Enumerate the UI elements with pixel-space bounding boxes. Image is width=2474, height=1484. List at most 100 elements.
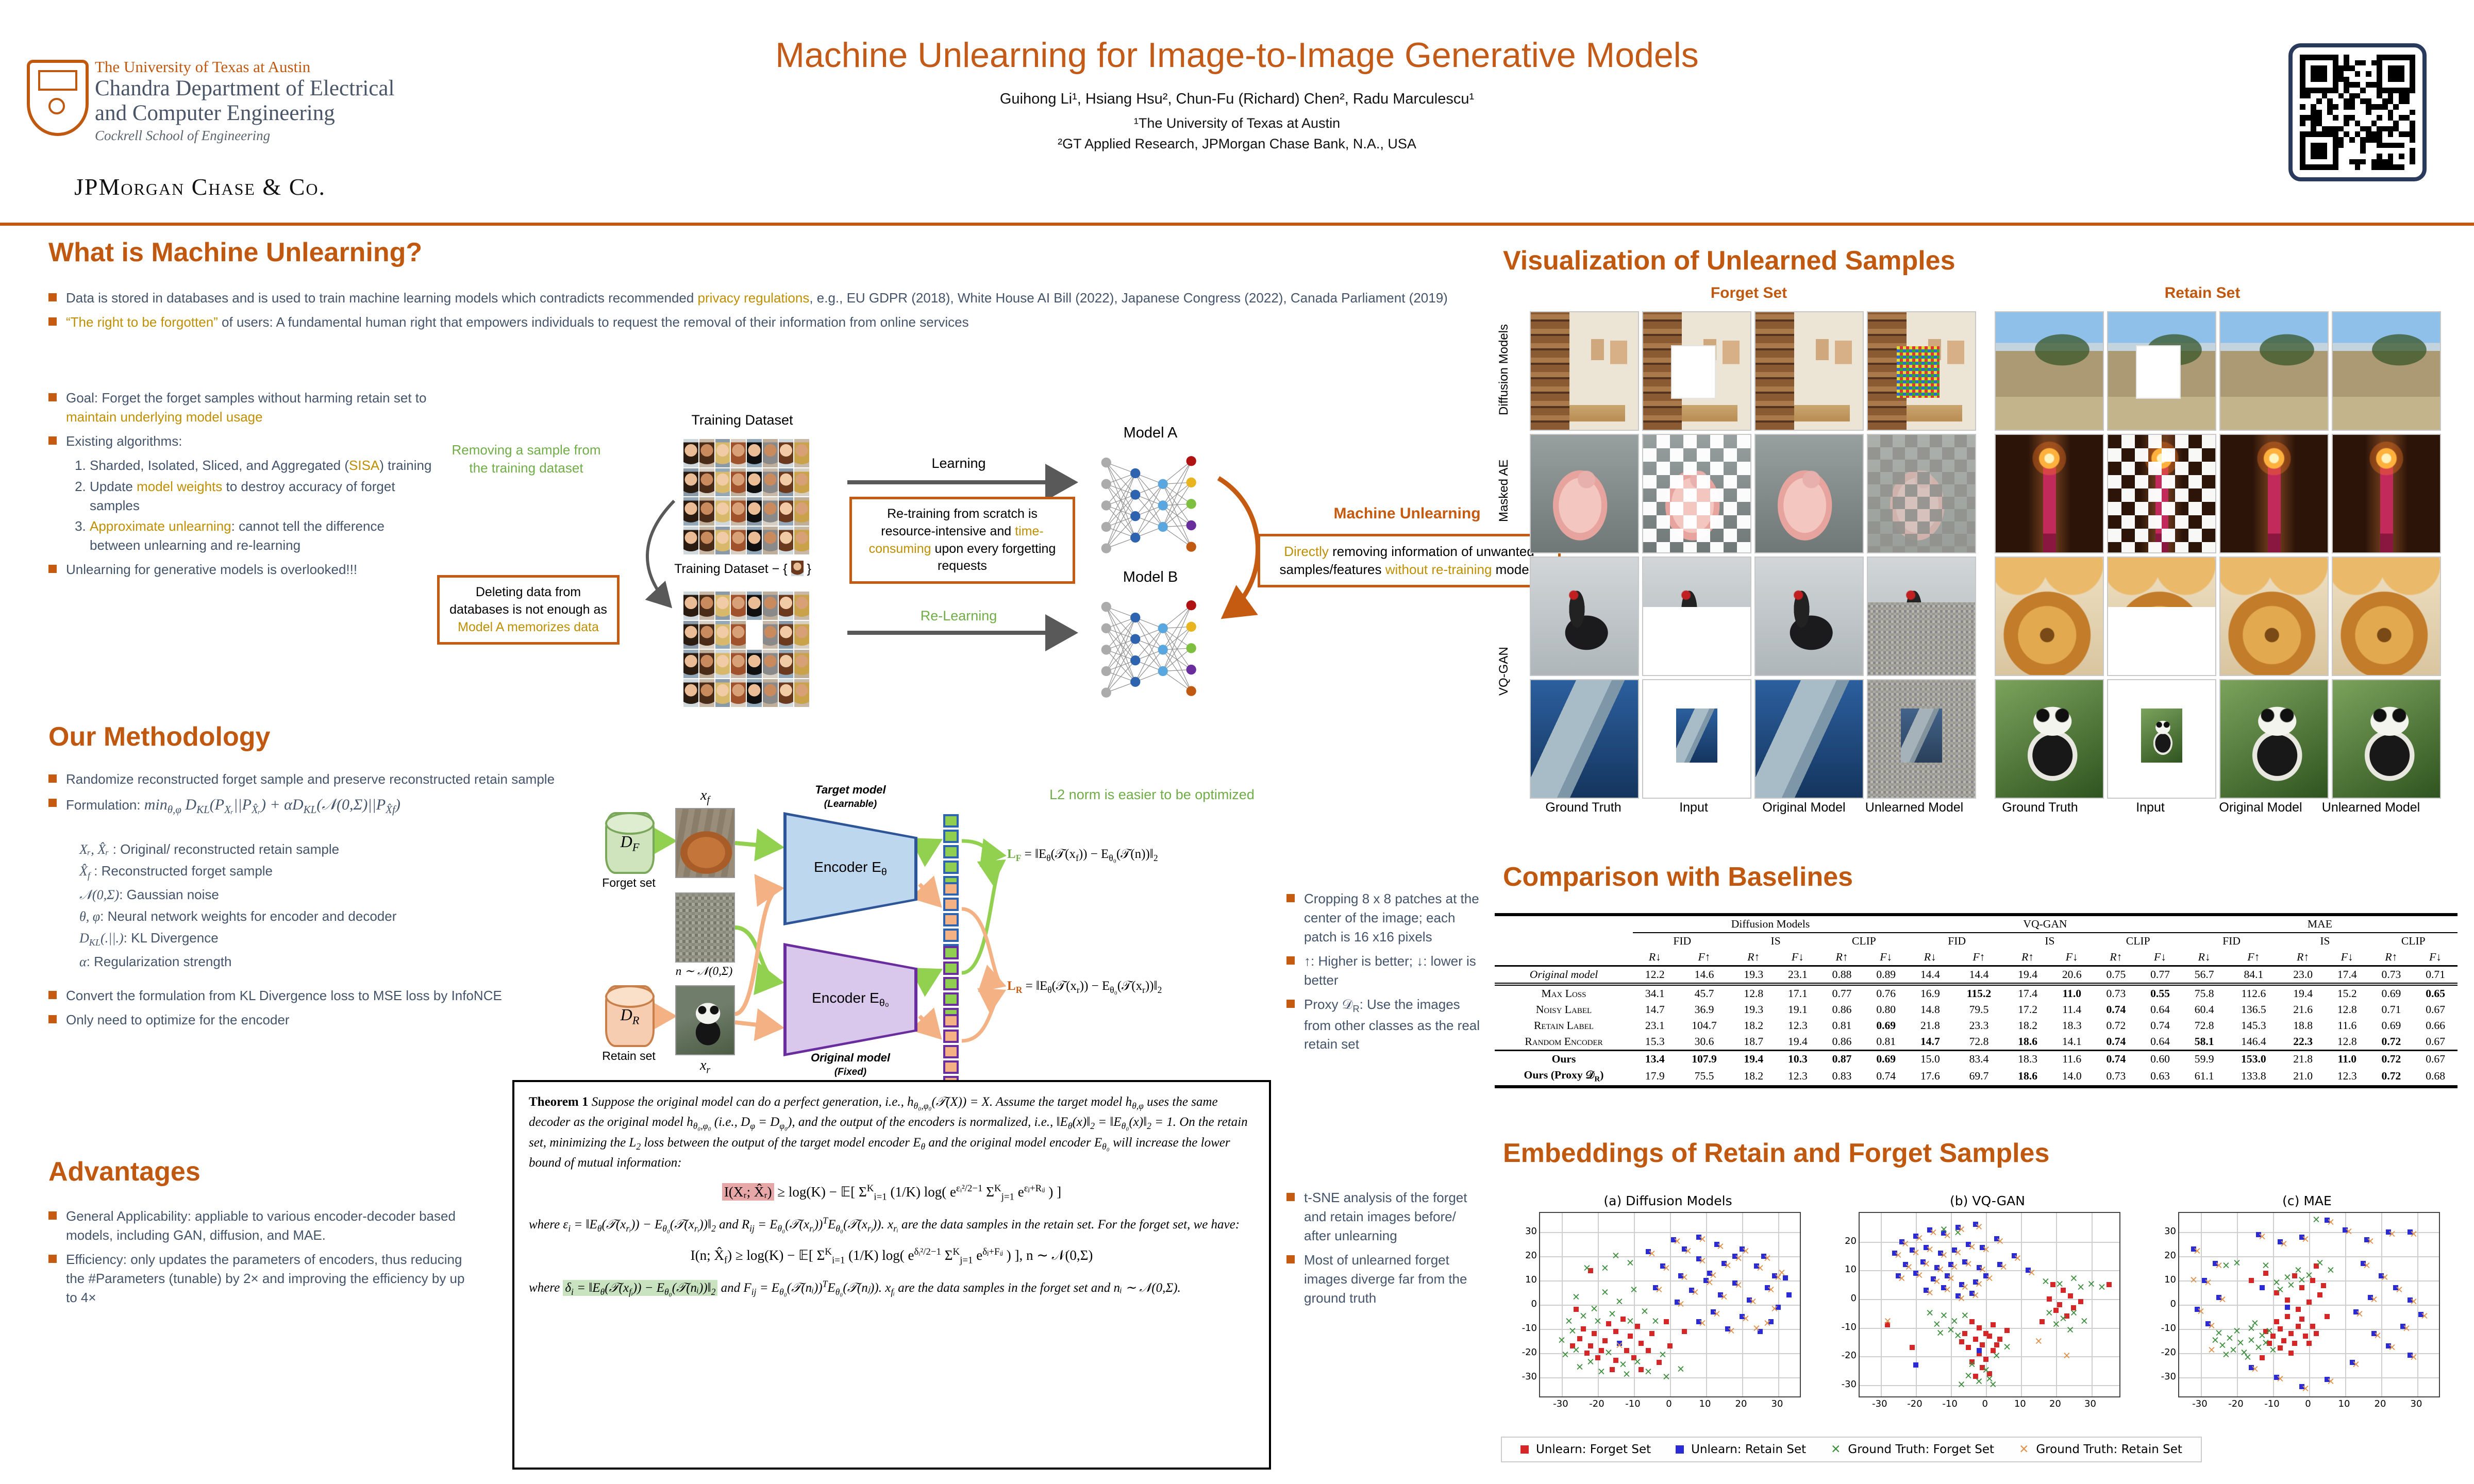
- scatter-point: [1972, 1222, 1978, 1227]
- section-vis-heading: Visualization of Unlearned Samples: [1503, 246, 1955, 276]
- table-cell: 0.74: [2106, 1003, 2126, 1016]
- method-b1: Randomize reconstructed forget sample an…: [48, 765, 976, 823]
- model-b-network: [1101, 600, 1196, 698]
- scatter-point: [1934, 1264, 1940, 1270]
- scatter-point: [1588, 1343, 1593, 1348]
- face-tile: [715, 679, 730, 707]
- scatter-point: [1941, 1230, 1947, 1236]
- scatter-point: [2285, 1297, 2290, 1303]
- face-tile: [731, 679, 746, 707]
- model-b-label: Model B: [1123, 569, 1178, 585]
- face-tile: [747, 439, 762, 467]
- table-cell: 0.60: [2150, 1053, 2170, 1065]
- table-row: Original model 12.2 14.6 19.3 23.1 0.88 0.89 14…: [1495, 966, 2458, 986]
- numbered-item: Sharded, Isolated, Sliced, and Aggregate…: [90, 456, 432, 475]
- table-metric-header: FID: [2222, 935, 2241, 947]
- scatter-point: [2364, 1237, 2369, 1242]
- scatter-point: ✕: [2327, 1217, 2335, 1228]
- scatter-point: ✕: [2254, 1342, 2263, 1354]
- scatter-point: [2067, 1293, 2073, 1299]
- scatter-point: [1592, 1331, 1597, 1337]
- table-cell: 10.3: [1788, 1053, 1808, 1065]
- scatter-point: ✕: [1742, 1313, 1750, 1325]
- table-cell: 0.63: [2150, 1070, 2170, 1083]
- theorem-p1: Theorem 1 Suppose the original model can…: [529, 1095, 1248, 1170]
- header-divider: [0, 223, 2474, 226]
- scatter-point: [2106, 1282, 2112, 1288]
- scatter-point: ✕: [1936, 1327, 1945, 1339]
- vis-image: [2219, 556, 2329, 676]
- deleting-box: Deleting data from databases is not enou…: [437, 575, 620, 645]
- scatter-point: ✕: [1988, 1379, 1997, 1391]
- scatter-point: ✕: [2258, 1330, 2266, 1342]
- scatter-point: ✕: [1940, 1250, 1948, 1261]
- table-cell: 0.72: [2369, 1034, 2414, 1052]
- definition-line: θ, φ: Neural network weights for encoder…: [79, 908, 397, 924]
- scatter-point: ✕: [1770, 1303, 1779, 1315]
- plot-title: (a) Diffusion Models: [1603, 1193, 1732, 1208]
- face-tile: [778, 650, 794, 678]
- scatter-point: ✕: [2087, 1278, 2096, 1290]
- scatter-point: [1885, 1322, 1891, 1327]
- face-tile: [699, 592, 714, 620]
- scatter-point: [1714, 1241, 1719, 1247]
- table-cell: 14.7: [1908, 1034, 1952, 1052]
- bullet-item: Proxy 𝒟R: Use the images from other clas…: [1286, 995, 1484, 1054]
- scatter-point: [1696, 1256, 1701, 1261]
- token-stack-3: [943, 946, 959, 1021]
- table-subcol-header: R↑: [2281, 949, 2325, 967]
- vis-image: [1995, 311, 2104, 431]
- scatter-point: [1786, 1292, 1792, 1298]
- table-cell: 23.1: [1776, 966, 1820, 986]
- midcol-bullets-2: t-SNE analysis of the forget and retain …: [1286, 1183, 1484, 1312]
- face-tile: [762, 526, 778, 554]
- table-cell: 15.2: [2337, 987, 2357, 1000]
- scatter-point: [2050, 1282, 2055, 1288]
- table-metric-header: FID: [1673, 935, 1692, 947]
- table-cell: 0.69: [1876, 1053, 1896, 1065]
- numbered-item: Approximate unlearning: cannot tell the …: [90, 517, 432, 555]
- table-cell: 12.8: [2337, 1003, 2357, 1016]
- scatter-point: [2249, 1364, 2254, 1370]
- scatter-point: [1955, 1293, 1961, 1299]
- scatter-point: ✕: [1641, 1306, 1649, 1318]
- face-tile: [778, 620, 794, 649]
- table-subcol-header: F↑: [2226, 949, 2281, 967]
- scatter-point: [1660, 1263, 1665, 1269]
- vis-image: [1530, 311, 1639, 431]
- removed-face-icon: [791, 561, 804, 576]
- face-tile: [731, 620, 746, 649]
- face-tile: [715, 650, 730, 678]
- table-cell: 19.4: [2293, 987, 2313, 1000]
- scatter-point: ✕: [2208, 1320, 2216, 1332]
- scatter-point: [2202, 1278, 2207, 1284]
- scatter-point: [1980, 1365, 1985, 1371]
- scatter-point: ✕: [1684, 1245, 1692, 1257]
- table-cell: 107.9: [1692, 1053, 1717, 1065]
- face-tile: [683, 468, 698, 496]
- table-cell: 0.71: [2413, 966, 2458, 986]
- table-cell: 0.68: [2426, 1070, 2446, 1083]
- scatter-point: [2408, 1353, 2413, 1358]
- scatter-point: [2386, 1343, 2391, 1348]
- scatter-point: ✕: [2215, 1260, 2223, 1272]
- scatter-point: ✕: [2003, 1341, 2012, 1353]
- face-tile: [699, 679, 714, 707]
- vis-image: [1867, 311, 1976, 431]
- university-line: The University of Texas at Austin: [95, 58, 311, 76]
- scatter-point: [1972, 1279, 1978, 1285]
- scatter-point: [1617, 1340, 1622, 1346]
- table-cell: 45.7: [1694, 987, 1714, 1000]
- definition-line: X̂f : Reconstructed forget sample: [79, 863, 273, 881]
- scatter-point: [2292, 1340, 2297, 1346]
- table-cell: 14.4: [1908, 966, 1952, 986]
- scatter-point: [1707, 1271, 1712, 1276]
- face-tile: [699, 650, 714, 678]
- table-cell: 19.4: [1776, 1034, 1820, 1052]
- scatter-point: ✕: [2236, 1337, 2245, 1349]
- scatter-point: [2325, 1218, 2330, 1223]
- table-cell: 23.3: [1969, 1019, 1989, 1032]
- scatter-point: [1920, 1259, 1926, 1264]
- legend-marker-icon: ✕: [2019, 1443, 2029, 1456]
- scatter-point: [1768, 1319, 1774, 1324]
